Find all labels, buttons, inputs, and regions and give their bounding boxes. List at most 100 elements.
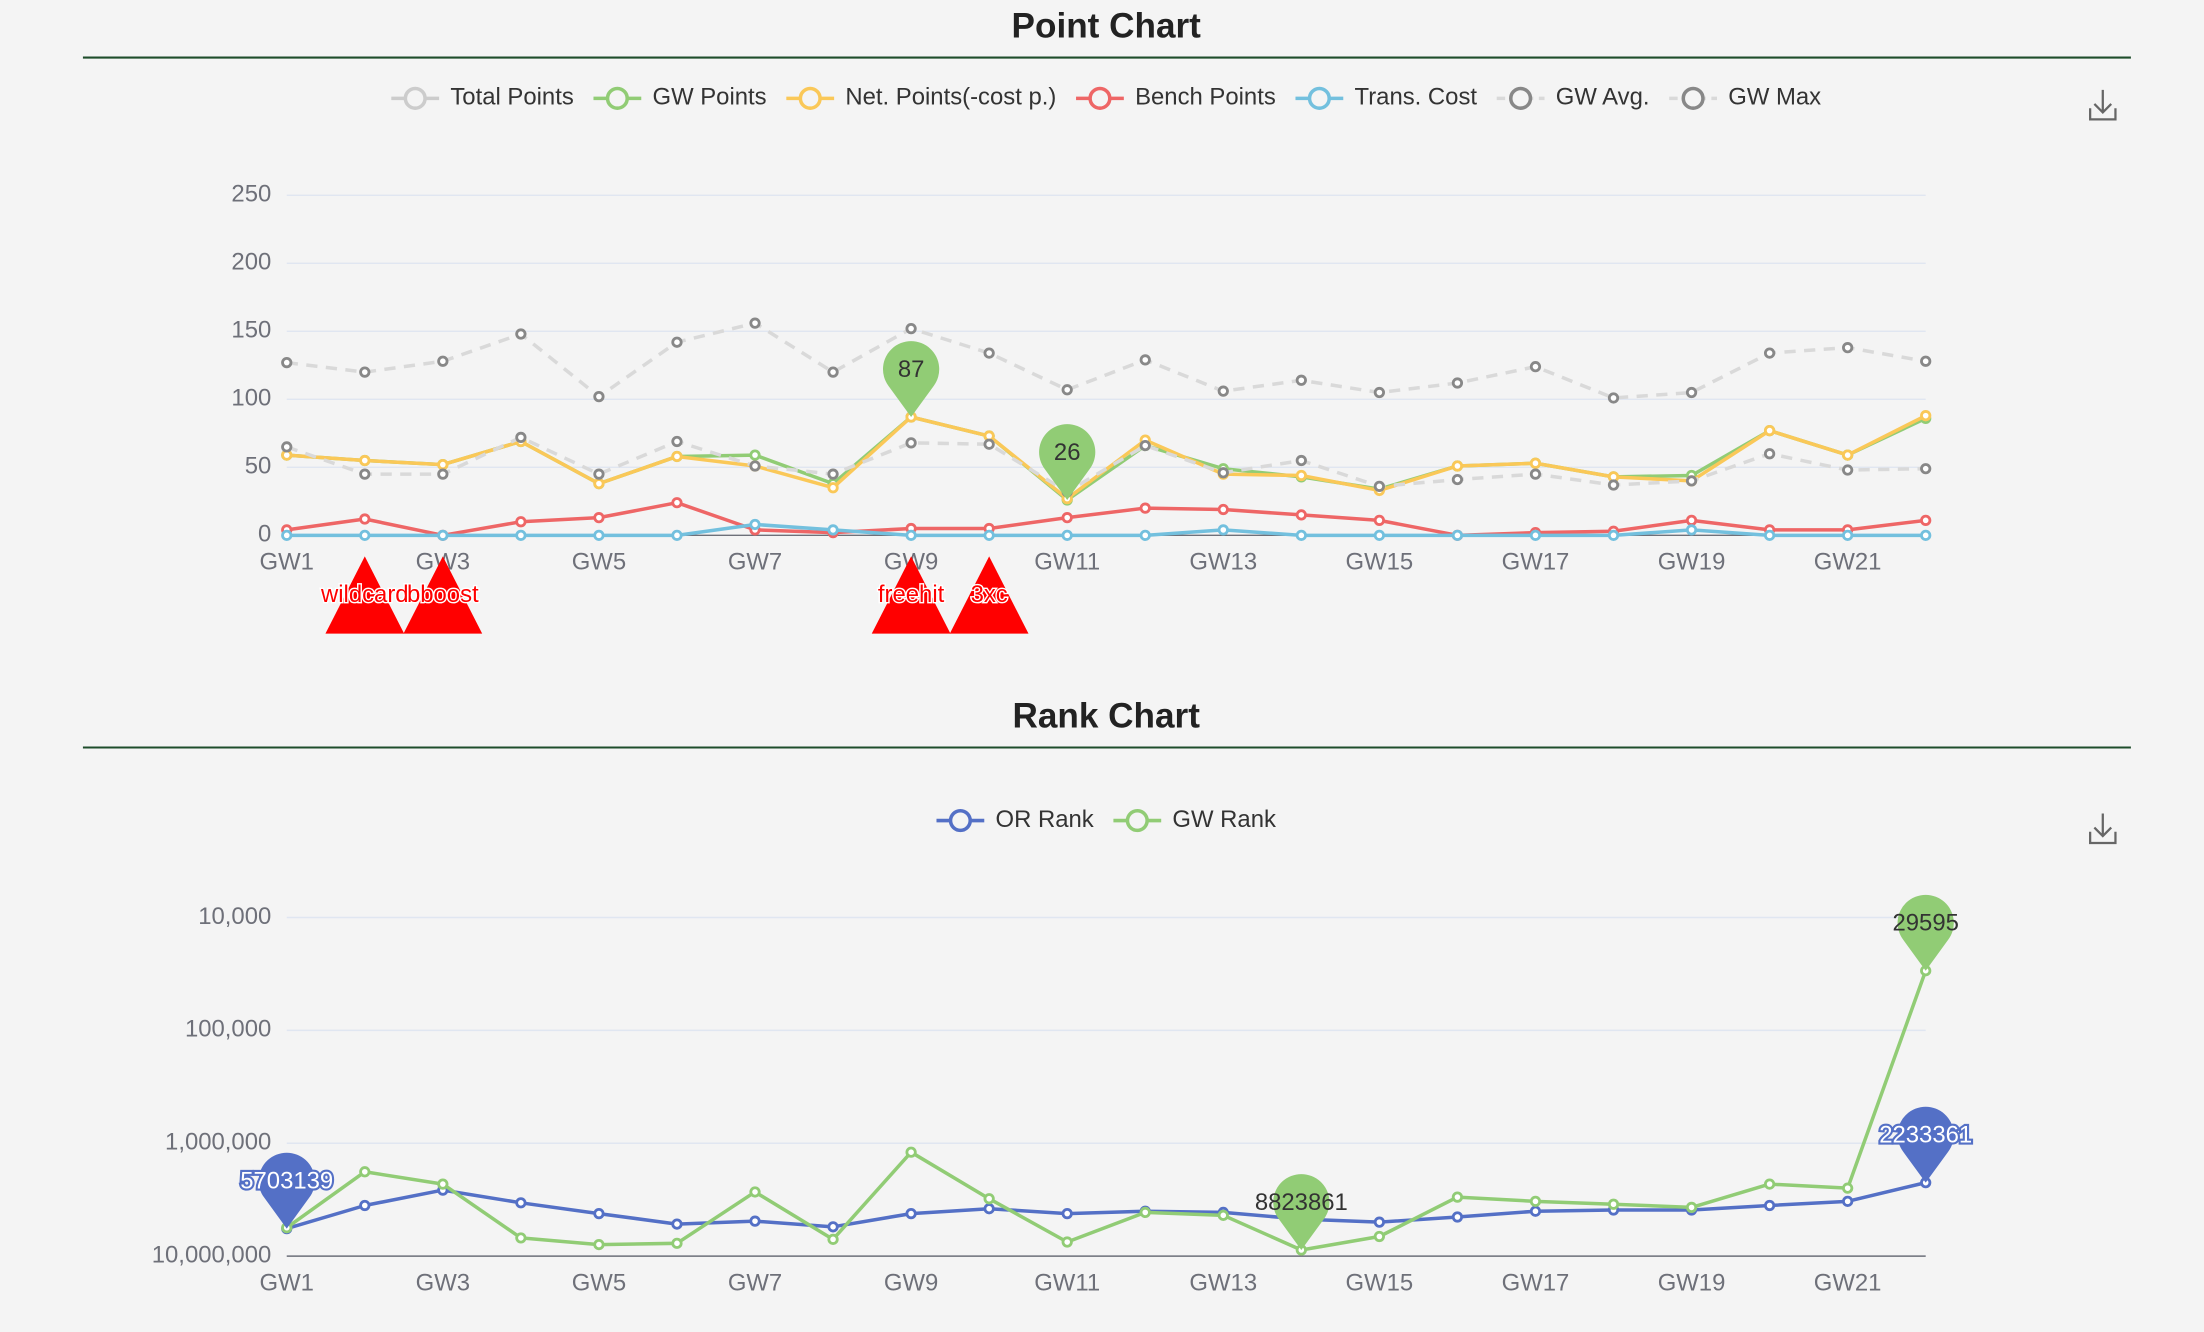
x-tick-label: GW17 [1502, 1270, 1570, 1297]
y-tick-label: 150 [231, 317, 271, 344]
point-symbol [1373, 480, 1385, 492]
x-tick-label: GW13 [1189, 1270, 1257, 1297]
point-symbol [1607, 529, 1620, 541]
legend-item[interactable]: GW Max [1669, 84, 1821, 111]
point-symbol [359, 366, 371, 378]
legend-label: GW Avg. [1556, 84, 1650, 111]
x-tick-label: GW3 [416, 1270, 470, 1297]
x-tick-label: GW21 [1814, 1270, 1882, 1297]
point-symbol [1373, 514, 1385, 526]
point-symbol [1685, 1201, 1698, 1214]
point-symbol [1685, 514, 1698, 526]
point-symbol [437, 468, 449, 480]
x-tick-label: GW19 [1658, 549, 1726, 576]
point-symbol [749, 449, 761, 461]
x-tick-label: GW1 [260, 1270, 314, 1297]
chip-label: 3xc [971, 581, 1008, 608]
legend-item[interactable]: GW Rank [1113, 806, 1276, 833]
point-symbol [905, 322, 917, 335]
legend-icon-symbol [1681, 86, 1705, 110]
series-line [286, 500, 1926, 538]
mark-pin-label: 5703139 [240, 1168, 333, 1195]
x-tick-label: GW9 [884, 1270, 938, 1297]
point-symbol [1061, 1236, 1073, 1248]
point-symbol [281, 529, 293, 541]
legend-icon-symbol [1088, 86, 1112, 110]
point-symbol [1217, 524, 1229, 536]
x-tick-label: GW17 [1502, 549, 1570, 576]
point-symbol [1295, 509, 1307, 521]
point-symbol [1685, 524, 1698, 536]
legend-label: Total Points [450, 84, 574, 111]
point-symbol [1842, 529, 1854, 541]
point-symbol [1451, 529, 1464, 541]
point-symbol [1529, 1195, 1542, 1207]
point-symbol [281, 441, 293, 453]
point-symbol [1920, 355, 1932, 367]
point-symbol [1139, 1206, 1151, 1219]
point-symbol [359, 513, 371, 525]
point-symbol [1451, 460, 1464, 472]
legend-icon-symbol [403, 86, 427, 110]
y-tick-label: 200 [231, 249, 271, 276]
legend-icon-symbol [798, 86, 822, 110]
point-symbol [1842, 464, 1854, 476]
point-symbol [827, 1221, 839, 1233]
point-symbol [515, 1232, 527, 1244]
legend-label: OR Rank [996, 806, 1094, 833]
point-symbol [1607, 479, 1620, 491]
download-button[interactable] [2089, 813, 2117, 845]
chip-marker [325, 556, 405, 634]
download-icon [2089, 813, 2117, 845]
x-tick-label: GW15 [1346, 549, 1414, 576]
legend-item[interactable]: OR Rank [936, 806, 1094, 833]
download-button[interactable] [2089, 89, 2117, 121]
point-symbol [1529, 1205, 1542, 1217]
legend-label: GW Rank [1172, 806, 1276, 833]
mark-pin-label: 2233361 [1879, 1122, 1972, 1149]
point-symbol [671, 336, 683, 348]
point-symbol [1842, 1182, 1854, 1194]
legend-item[interactable]: Bench Points [1076, 84, 1276, 111]
legend-item[interactable]: GW Points [593, 84, 767, 111]
point-symbol [593, 512, 605, 524]
point-symbol [671, 497, 683, 509]
point-symbol [1373, 529, 1385, 541]
point-symbol [1373, 1230, 1385, 1243]
mark-pin [882, 341, 940, 418]
point-symbol [437, 458, 449, 471]
mark-pin [1897, 894, 1954, 971]
point-symbol [1139, 354, 1151, 366]
legend-item[interactable]: GW Avg. [1496, 84, 1650, 111]
x-tick-label: GW11 [1034, 1270, 1100, 1297]
point-symbol [671, 435, 683, 448]
chip-marker [871, 556, 951, 634]
point-symbol [1529, 457, 1542, 469]
point-symbol [749, 1215, 761, 1227]
chip-marker [949, 556, 1029, 634]
point-symbol [1763, 1178, 1776, 1190]
point-symbol [1061, 512, 1073, 524]
legend-item[interactable]: Trans. Cost [1295, 84, 1477, 111]
point-symbol [1685, 386, 1698, 399]
point-symbol [1920, 514, 1932, 526]
point-symbol [1920, 529, 1932, 541]
point-symbol [1217, 503, 1229, 516]
legend-icon-symbol [1509, 86, 1533, 110]
point-symbol [905, 1146, 917, 1158]
point-symbol [1295, 469, 1307, 482]
chip-label: bboost [407, 581, 479, 608]
x-tick-label: GW11 [1034, 549, 1100, 576]
legend-item[interactable]: Net. Points(-cost p.) [786, 84, 1056, 111]
legend-item[interactable]: Total Points [391, 84, 574, 111]
mark-pin [1897, 1106, 1954, 1183]
point-symbol [1842, 1195, 1854, 1207]
y-tick-label: 10,000 [198, 903, 271, 930]
point-symbol [905, 529, 917, 541]
point-symbol [1607, 1198, 1620, 1210]
point-symbol [515, 328, 527, 340]
point-symbol [827, 524, 839, 536]
legend-icon-symbol [1307, 86, 1331, 110]
point-symbol [1920, 410, 1932, 422]
